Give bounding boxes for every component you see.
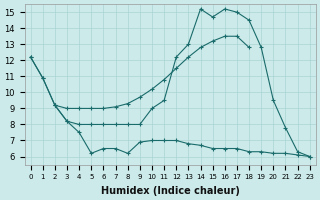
X-axis label: Humidex (Indice chaleur): Humidex (Indice chaleur): [101, 186, 240, 196]
